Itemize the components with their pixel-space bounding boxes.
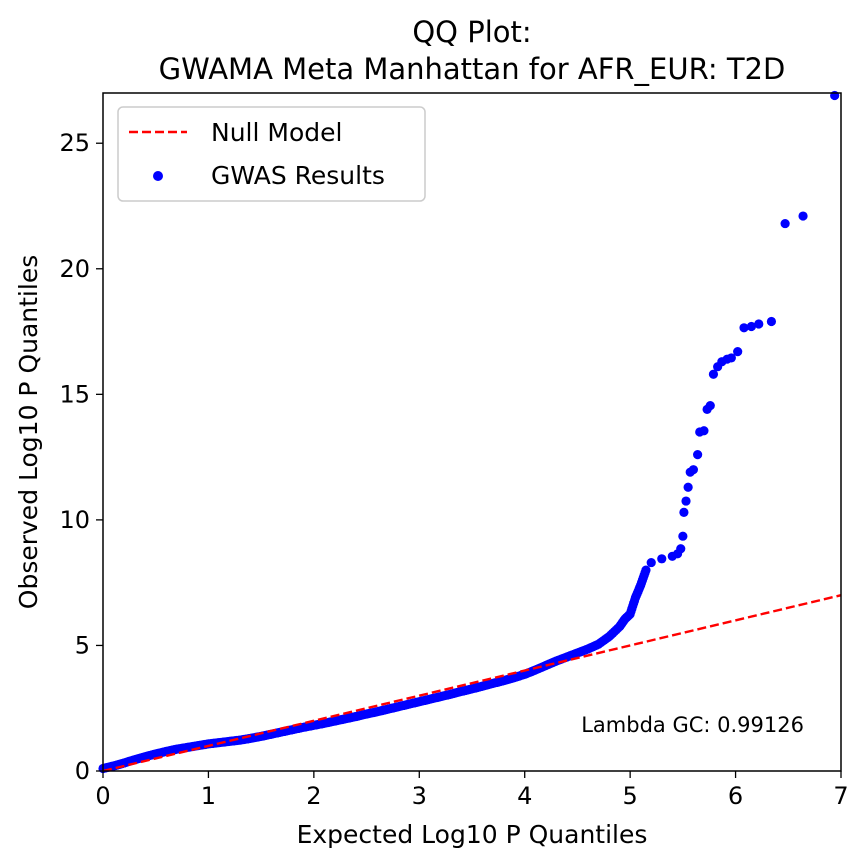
lambda-gc-annotation: Lambda GC: 0.99126 (581, 713, 804, 737)
gwas-result-point (641, 565, 651, 575)
y-tick-label: 15 (59, 380, 90, 408)
legend-box (117, 106, 426, 202)
x-axis-label: Expected Log10 P Quantiles (297, 820, 648, 849)
y-tick-label: 0 (75, 757, 90, 785)
y-tick-label: 5 (75, 631, 90, 659)
y-tick-label: 20 (59, 255, 90, 283)
gwas-result-point (693, 450, 703, 460)
x-tick-label: 4 (517, 782, 532, 810)
gwas-result-point (676, 544, 686, 554)
gwas-result-point (754, 319, 764, 329)
gwas-result-point (746, 321, 756, 332)
y-tick-label: 10 (59, 506, 90, 534)
gwas-result-point (678, 531, 688, 541)
gwas-result-point (708, 369, 719, 379)
x-tick-label: 3 (412, 782, 427, 810)
chart-title-line-1: QQ Plot: (412, 15, 531, 49)
gwas-result-point (705, 401, 715, 411)
gwas-results-series (98, 90, 840, 774)
null-model-line (103, 594, 841, 771)
chart-title: QQ Plot: GWAMA Meta Manhattan for AFR_EU… (159, 15, 786, 86)
gwas-result-point (688, 465, 699, 475)
x-tick-label: 6 (728, 782, 743, 810)
y-axis: 0 5 10 15 20 25 (59, 129, 103, 785)
gwas-result-point (683, 482, 693, 492)
x-axis: 0 1 2 3 4 5 6 7 (95, 771, 849, 810)
chart-title-line-2: GWAMA Meta Manhattan for AFR_EUR: T2D (159, 52, 786, 86)
gwas-result-point (798, 211, 808, 221)
x-tick-label: 0 (95, 782, 110, 810)
x-tick-label: 2 (306, 782, 321, 810)
gwas-result-point (699, 426, 709, 436)
null-model-series (103, 594, 841, 771)
y-tick-label: 25 (59, 129, 90, 157)
gwas-result-point (739, 323, 749, 333)
legend-gwas-results-marker (153, 171, 163, 181)
gwas-result-point (726, 353, 736, 363)
gwas-result-point (681, 496, 691, 506)
x-tick-label: 1 (201, 782, 216, 810)
gwas-result-point (657, 554, 667, 564)
legend: Null Model GWAS Results (117, 106, 426, 202)
plot-area-frame (102, 92, 842, 772)
gwas-result-point (679, 507, 689, 517)
gwas-result-point (646, 557, 656, 568)
gwas-result-point (780, 218, 790, 229)
legend-gwas-results-label: GWAS Results (211, 161, 385, 190)
y-axis-label: Observed Log10 P Quantiles (14, 255, 43, 609)
x-tick-label: 7 (833, 782, 848, 810)
x-tick-label: 5 (623, 782, 638, 810)
gwas-result-point (733, 347, 743, 357)
legend-null-model-label: Null Model (211, 118, 342, 147)
gwas-result-point (766, 316, 777, 327)
